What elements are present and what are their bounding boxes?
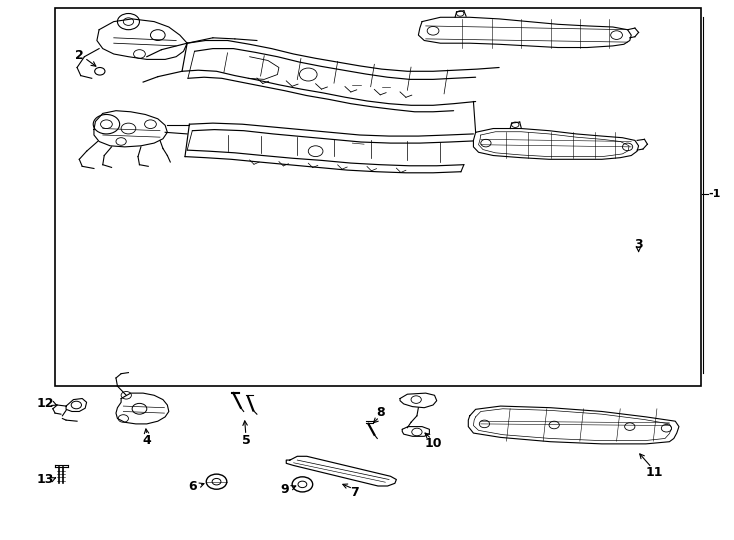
Text: 4: 4 <box>142 434 151 447</box>
Text: 11: 11 <box>646 466 664 479</box>
Bar <box>55 8 701 386</box>
Text: 8: 8 <box>376 406 385 419</box>
Text: 12: 12 <box>37 397 54 410</box>
Text: 5: 5 <box>241 434 250 447</box>
Text: -1: -1 <box>708 190 721 199</box>
Text: 7: 7 <box>350 486 359 499</box>
Text: 2: 2 <box>75 49 84 62</box>
Text: 9: 9 <box>280 483 289 496</box>
Text: 13: 13 <box>37 473 54 486</box>
Text: 10: 10 <box>424 437 442 450</box>
Text: 3: 3 <box>634 238 643 251</box>
Text: 6: 6 <box>188 480 197 492</box>
